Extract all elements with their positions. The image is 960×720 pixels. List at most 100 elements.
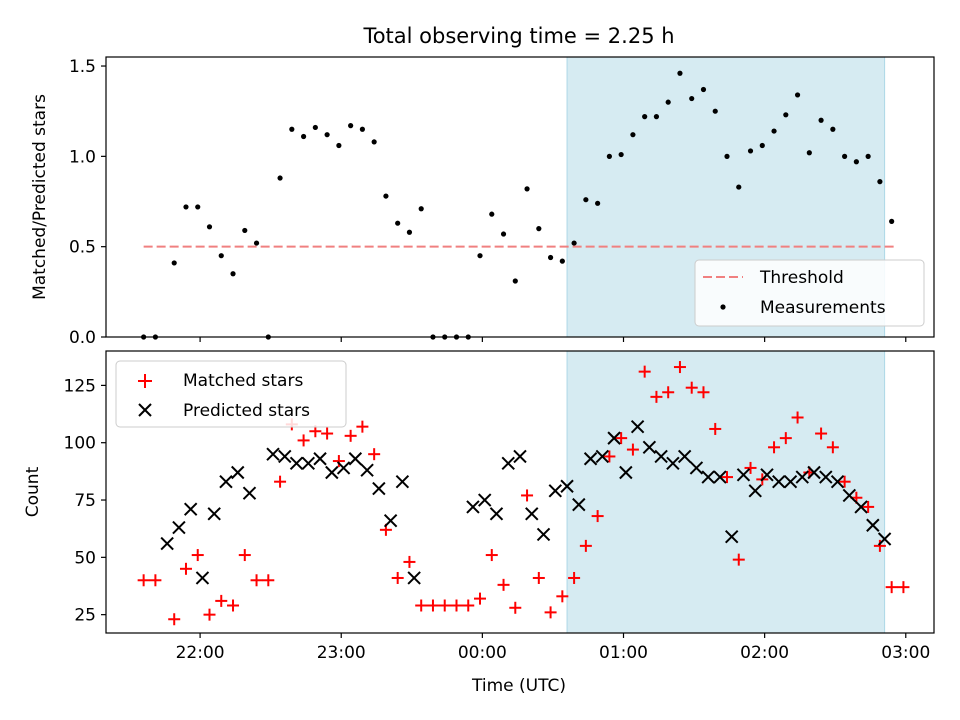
matched-star-point [532, 571, 545, 584]
legend-matched-swatch [138, 374, 152, 388]
matched-star-point [450, 599, 463, 612]
matched-star-point [685, 381, 698, 394]
matched-star-point [391, 571, 404, 584]
matched-star-point [579, 539, 592, 552]
predicted-star-point [501, 456, 515, 471]
matched-star-point [274, 475, 287, 488]
predicted-star-point [525, 507, 539, 521]
matched-star-point [321, 427, 334, 440]
matched-star-point [474, 592, 487, 605]
matched-star-point [179, 562, 192, 575]
x-tick-label: 00:00 [458, 643, 507, 663]
predicted-star-point [172, 520, 186, 535]
measurement-point [406, 229, 413, 235]
predicted-star-point [877, 532, 892, 546]
predicted-star-point [231, 465, 245, 480]
top-y-axis-label: Matched/Predicted stars [30, 94, 50, 300]
measurement-point [794, 92, 801, 98]
matched-star-point [238, 549, 251, 562]
predicted-star-point [242, 486, 257, 500]
measurement-point [665, 99, 671, 105]
measurement-point [348, 123, 354, 129]
bottom-y-tick-label: 25 [74, 606, 96, 626]
matched-star-point [603, 450, 616, 463]
bottom-y-tick-label: 100 [64, 434, 96, 454]
matched-star-point [779, 432, 792, 445]
measurement-point [289, 126, 295, 132]
matched-star-point [137, 574, 150, 587]
predicted-star-point [724, 530, 739, 544]
predicted-star-point [701, 470, 715, 484]
matched-star-point [544, 606, 557, 619]
measurement-point [853, 159, 859, 165]
predicted-star-point [772, 474, 786, 489]
predicted-star-point [336, 461, 351, 475]
bottom-y-tick-label: 125 [64, 376, 96, 396]
x-axis-label: Time (UTC) [471, 676, 566, 696]
matched-star-point [826, 441, 839, 454]
top-axes-frame [105, 56, 935, 338]
predicted-star-point [677, 449, 692, 464]
predicted-star-point [466, 500, 480, 514]
legend-measurements-swatch [720, 304, 726, 310]
legend-measurements-label: Measurements [760, 298, 886, 318]
predicted-star-point [619, 465, 633, 480]
predicted-star-point [383, 513, 398, 528]
matched-star-point [626, 443, 639, 456]
measurement-point [630, 132, 636, 138]
matched-star-point [215, 594, 228, 607]
predicted-star-point [278, 449, 292, 464]
measurement-point [806, 150, 812, 156]
predicted-star-point [489, 507, 504, 521]
predicted-star-point [713, 470, 727, 484]
matched-star-point [497, 578, 510, 591]
predicted-star-point [736, 468, 751, 482]
predicted-star-point [689, 461, 704, 475]
measurement-point [206, 224, 213, 230]
x-tick-label: 23:00 [317, 643, 366, 663]
measurement-point [218, 253, 224, 259]
predicted-star-point [513, 449, 527, 464]
matched-star-point [568, 571, 581, 584]
predicted-star-point [266, 447, 280, 461]
measurement-point [606, 153, 612, 159]
matched-star-point [297, 434, 310, 447]
predicted-star-point [395, 474, 410, 489]
predicted-star-point [748, 484, 762, 498]
measurement-point [359, 126, 365, 132]
matched-star-point [838, 475, 851, 488]
matched-star-point [638, 365, 651, 378]
matched-star-point [615, 432, 628, 445]
measurement-point [724, 153, 730, 159]
measurement-point [865, 153, 871, 159]
measurement-point [818, 117, 824, 123]
predicted-star-point [536, 527, 551, 542]
predicted-star-point [819, 470, 833, 484]
predicted-star-point [630, 419, 645, 434]
matched-star-point [415, 599, 428, 612]
measurement-point [324, 132, 330, 138]
measurement-point [689, 95, 695, 102]
matched-star-point [768, 441, 781, 454]
measurement-point [889, 218, 895, 224]
matched-star-point [591, 510, 604, 523]
measurement-point [571, 240, 577, 246]
predicted-star-point [654, 449, 668, 464]
matched-star-point [403, 555, 416, 568]
predicted-star-point [160, 536, 174, 551]
predicted-star-point [372, 481, 386, 496]
bottom-axes-frame [105, 350, 935, 634]
predicted-star-point [595, 449, 610, 464]
matched-star-point [650, 390, 663, 403]
matched-star-point [791, 411, 804, 424]
predicted-star-point [783, 474, 798, 489]
legend-threshold-label: Threshold [759, 268, 844, 288]
top-panel: 0.0 0.5 1.0 1.5 Matched/Predicted stars Thr… [30, 56, 935, 348]
predicted-star-point [642, 440, 657, 454]
predicted-star-point [207, 507, 221, 521]
predicted-star-point [195, 571, 210, 585]
bottom-y-tick-label: 50 [74, 548, 96, 568]
predicted-star-point [830, 474, 845, 489]
matched-star-point [862, 500, 875, 513]
measurement-point [536, 226, 542, 232]
